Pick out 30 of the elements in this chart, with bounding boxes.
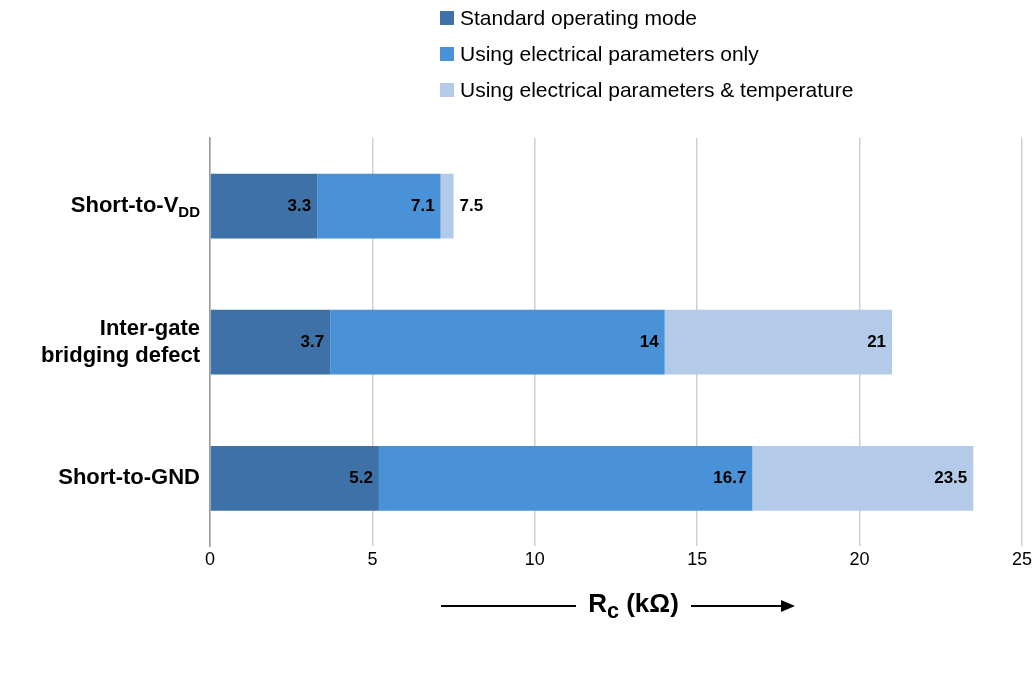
bar — [664, 309, 893, 375]
x-tick-label: 5 — [367, 549, 378, 570]
data-label: 5.2 — [349, 468, 373, 488]
bar — [210, 309, 331, 375]
bar — [378, 446, 753, 511]
x-tick-label: 0 — [204, 549, 216, 570]
data-label: 3.3 — [287, 195, 312, 215]
x-tick-label: 20 — [849, 549, 870, 570]
bar — [317, 173, 441, 239]
data-label: 21 — [867, 331, 887, 351]
bar — [752, 446, 974, 511]
x-tick-label: 25 — [1011, 549, 1033, 570]
legend-label: Using electrical parameters & temperature — [460, 78, 854, 102]
x-tick-label: 10 — [524, 549, 545, 570]
y-tick-label: Short-to-GND — [58, 464, 201, 490]
bar — [330, 309, 665, 375]
y-tick-label: Inter-gate bridging defect — [41, 314, 201, 367]
bar — [440, 173, 454, 239]
legend-label: Standard operating mode — [460, 6, 697, 30]
data-label: 16.7 — [713, 468, 747, 488]
data-label: 14 — [639, 331, 660, 351]
legend-label: Using electrical parameters only — [460, 42, 759, 66]
bar — [210, 173, 318, 239]
x-tick-label: 15 — [687, 549, 708, 570]
x-axis-title: R$_{c}$ (kΩ) — [588, 588, 679, 625]
data-label: 23.5 — [934, 468, 968, 488]
data-label: 7.5 — [459, 195, 484, 215]
data-label: 3.7 — [300, 331, 325, 351]
bar — [210, 446, 379, 511]
data-label: 7.1 — [410, 195, 435, 215]
